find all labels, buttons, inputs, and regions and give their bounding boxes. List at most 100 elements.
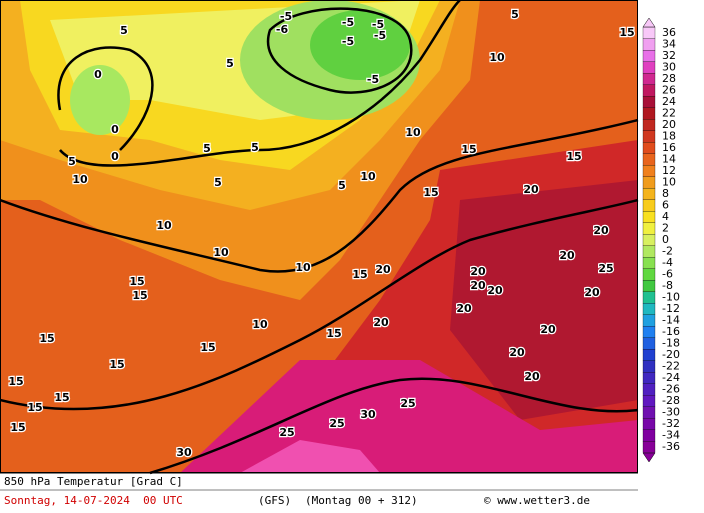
contour-label: 20 bbox=[470, 279, 486, 292]
isotherm bbox=[59, 0, 461, 167]
colorbar-label: 24 bbox=[662, 95, 676, 108]
colorbar-label: 8 bbox=[662, 187, 669, 200]
contour-label: 15 bbox=[10, 421, 25, 434]
colorbar-label: -22 bbox=[662, 360, 680, 373]
contour-label: 15 bbox=[132, 289, 147, 302]
colorbar-swatch bbox=[642, 395, 656, 407]
contour-label: 20 bbox=[487, 284, 503, 297]
colorbar-label: -12 bbox=[662, 302, 680, 315]
colorbar-swatch bbox=[642, 349, 656, 361]
colorbar-swatch bbox=[642, 27, 656, 39]
colorbar-swatch bbox=[642, 268, 656, 281]
colorbar-label: -6 bbox=[662, 268, 673, 281]
contour-label: -5 bbox=[374, 29, 386, 42]
colorbar-swatch bbox=[642, 406, 656, 419]
colorbar-label: 0 bbox=[662, 233, 669, 246]
contour-label: 5 bbox=[120, 24, 128, 37]
colorbar-label: 16 bbox=[662, 141, 676, 154]
contour-label: -5 bbox=[367, 73, 379, 86]
contour-label: 5 bbox=[203, 142, 211, 155]
colorbar-swatch bbox=[642, 441, 656, 453]
colorbar-swatch bbox=[642, 303, 656, 315]
colorbar-label: 10 bbox=[662, 176, 676, 189]
colorbar-label: 22 bbox=[662, 107, 676, 120]
colorbar-label: 4 bbox=[662, 210, 669, 223]
contour-label: 20 bbox=[470, 265, 486, 278]
colorbar-swatch bbox=[642, 50, 656, 62]
colorbar-swatch bbox=[642, 73, 656, 85]
colorbar-label: -8 bbox=[662, 279, 673, 292]
colorbar-swatch bbox=[642, 211, 656, 223]
temp-area bbox=[450, 180, 638, 420]
colorbar-swatch bbox=[642, 130, 656, 143]
colorbar-arrow bbox=[642, 17, 656, 28]
colorbar-label: -32 bbox=[662, 417, 680, 430]
isotherm bbox=[57, 46, 154, 151]
colorbar-label: 20 bbox=[662, 118, 676, 131]
contour-label: 5 bbox=[68, 155, 76, 168]
contour-label: -5 bbox=[372, 18, 384, 31]
contour-label: 15 bbox=[8, 375, 23, 388]
contour-label: -6 bbox=[276, 23, 289, 36]
colorbar-label: -36 bbox=[662, 440, 680, 453]
contour-label: 15 bbox=[352, 268, 367, 281]
model: (GFS) bbox=[258, 494, 291, 507]
colorbar-swatch bbox=[642, 383, 656, 396]
colorbar-swatch bbox=[642, 280, 656, 292]
contour-label: 15 bbox=[200, 341, 215, 354]
colorbar-swatch bbox=[642, 360, 656, 373]
isotherms bbox=[0, 0, 639, 475]
colorbar-swatch bbox=[642, 188, 656, 200]
colorbar-swatch bbox=[642, 107, 656, 120]
contour-label: 15 bbox=[619, 26, 634, 39]
colorbar-swatch bbox=[642, 142, 656, 154]
temp-area bbox=[70, 65, 130, 135]
contour-label: 15 bbox=[27, 401, 42, 414]
contour-label: 10 bbox=[405, 126, 421, 139]
contour-label: 5 bbox=[338, 179, 346, 192]
colorbar-swatch bbox=[642, 153, 656, 166]
contour-label: -5 bbox=[280, 10, 292, 23]
contour-label: 20 bbox=[456, 302, 472, 315]
colorbar-label: 12 bbox=[662, 164, 676, 177]
colorbar-label: -4 bbox=[662, 256, 673, 269]
contour-label: 15 bbox=[54, 391, 69, 404]
colorbar-label: 6 bbox=[662, 199, 669, 212]
contour-label: 5 bbox=[251, 141, 259, 154]
run: (Montag 00 + 312) bbox=[305, 494, 418, 507]
colorbar-label: 32 bbox=[662, 49, 676, 62]
contour-label: 30 bbox=[176, 446, 192, 459]
parameter: 850 hPa Temperatur [Grad C] bbox=[4, 475, 183, 488]
colorbar-swatch bbox=[642, 429, 656, 442]
colorbar-label: -14 bbox=[662, 314, 680, 327]
contour-label: 10 bbox=[252, 318, 268, 331]
colorbar-swatch bbox=[642, 257, 656, 269]
colorbar-swatch bbox=[642, 222, 656, 235]
colorbar-label: -10 bbox=[662, 291, 680, 304]
contour-label: 20 bbox=[375, 263, 391, 276]
colorbar-swatch bbox=[642, 165, 656, 177]
colorbar-swatch bbox=[642, 372, 656, 384]
colorbar-swatch bbox=[642, 119, 656, 131]
contour-label: 15 bbox=[461, 143, 476, 156]
colorbar-swatch bbox=[642, 245, 656, 258]
contour-label: 5 bbox=[214, 176, 222, 189]
contour-label: -5 bbox=[342, 35, 354, 48]
contour-label: 25 bbox=[400, 397, 415, 410]
colorbar-label: -28 bbox=[662, 394, 680, 407]
colorbar-label: -34 bbox=[662, 429, 680, 442]
colorbar-swatch bbox=[642, 84, 656, 97]
isotherm bbox=[149, 377, 639, 475]
colorbar: 363432302826242220181614121086420-2-4-6-… bbox=[642, 17, 680, 463]
contour-label: 0 bbox=[111, 150, 119, 163]
contour-label: 10 bbox=[72, 173, 88, 186]
contour-label: 20 bbox=[523, 183, 539, 196]
contour-label: 15 bbox=[326, 327, 341, 340]
contour-label: 15 bbox=[109, 358, 124, 371]
credit: © www.wetter3.de bbox=[484, 494, 590, 507]
colorbar-swatch bbox=[642, 38, 656, 51]
contour-label: 20 bbox=[584, 286, 600, 299]
contour-label: 10 bbox=[360, 170, 376, 183]
colorbar-label: -30 bbox=[662, 406, 680, 419]
